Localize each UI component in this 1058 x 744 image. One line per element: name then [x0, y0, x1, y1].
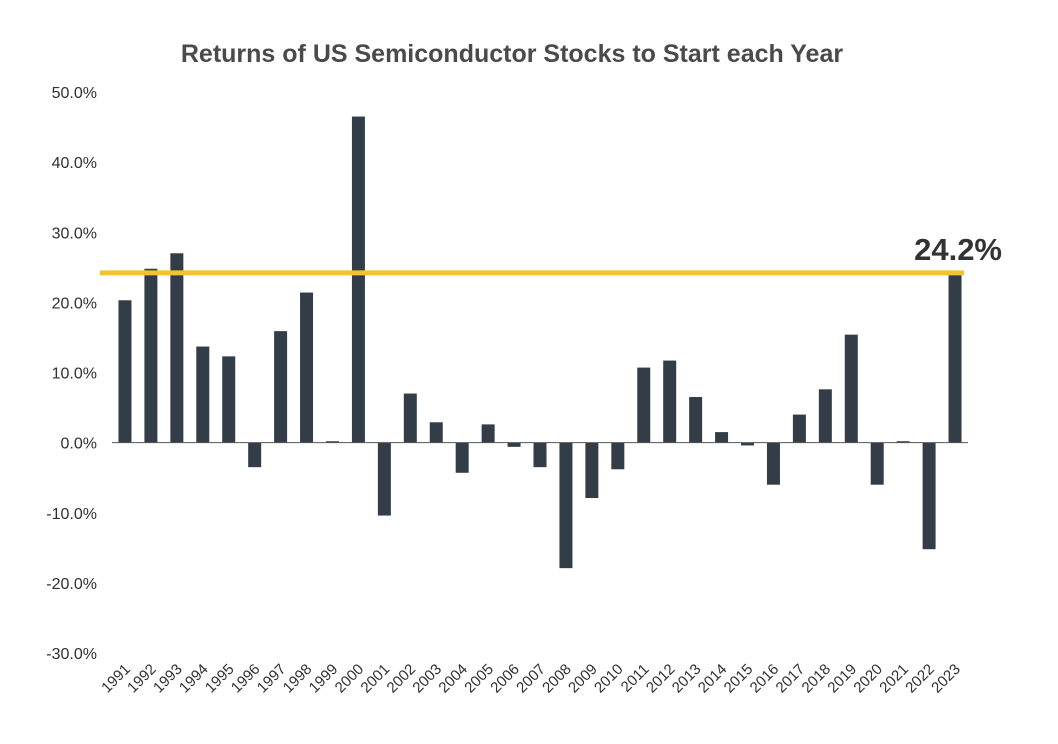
x-tick-label: 1993	[150, 661, 186, 697]
bar-1994	[196, 346, 210, 443]
bar-series	[118, 116, 962, 569]
y-tick-label: 10.0%	[52, 366, 97, 383]
x-tick-label: 2015	[721, 661, 757, 697]
x-tick-label: 2019	[824, 661, 860, 697]
y-tick-label: -20.0%	[46, 576, 97, 593]
bar-1996	[248, 442, 262, 468]
x-tick-label: 2021	[876, 661, 912, 697]
bar-2018	[818, 389, 832, 443]
bar-1998	[300, 292, 314, 443]
x-tick-label: 1994	[176, 661, 212, 697]
x-tick-label: 1996	[228, 661, 264, 697]
bar-1997	[274, 331, 288, 443]
x-tick-label: 2002	[384, 661, 420, 697]
bar-2000	[351, 116, 365, 443]
x-tick-label: 2005	[461, 661, 497, 697]
bar-1993	[170, 253, 184, 443]
y-tick-label: -10.0%	[46, 506, 97, 523]
y-tick-label: 50.0%	[52, 85, 97, 102]
x-tick-label: 1991	[98, 661, 134, 697]
x-axis: 1991199219931994199519961997199819992000…	[98, 661, 964, 697]
x-tick-label: 1995	[202, 661, 238, 697]
bar-2016	[766, 442, 780, 485]
bar-2009	[585, 442, 599, 499]
bar-2023	[948, 272, 962, 443]
bar-2022	[922, 442, 936, 550]
chart-title: Returns of US Semiconductor Stocks to St…	[181, 40, 843, 68]
reference-line-label: 24.2%	[914, 232, 1002, 267]
bar-1991	[118, 300, 132, 443]
bar-2010	[611, 442, 625, 470]
bar-2013	[689, 397, 703, 443]
x-tick-label: 2011	[618, 661, 653, 696]
y-tick-label: -30.0%	[46, 646, 97, 663]
x-tick-label: 2003	[409, 661, 445, 697]
bar-2005	[481, 424, 495, 443]
bar-2015	[741, 442, 755, 446]
bar-2001	[377, 442, 391, 516]
bar-2014	[715, 432, 729, 443]
x-tick-label: 2016	[747, 661, 783, 697]
x-tick-label: 2013	[669, 661, 705, 697]
bar-1999	[325, 441, 339, 443]
y-axis: 50.0% 40.0% 30.0% 20.0% 10.0% 0.0% -10.0% -20.0…	[46, 85, 97, 663]
bar-2007	[533, 442, 547, 468]
x-tick-label: 2004	[435, 661, 471, 697]
y-tick-label: 20.0%	[52, 295, 97, 312]
x-tick-label: 2018	[799, 661, 835, 697]
bar-1995	[222, 356, 236, 443]
bar-2008	[559, 442, 573, 569]
bar-2004	[455, 442, 469, 473]
bar-2020	[870, 442, 884, 485]
x-tick-label: 2023	[928, 661, 964, 697]
bar-2002	[403, 393, 417, 443]
x-tick-label: 2022	[902, 661, 938, 697]
x-tick-label: 2000	[332, 661, 368, 697]
x-tick-label: 2008	[539, 661, 575, 697]
x-tick-label: 2014	[695, 661, 731, 697]
bar-2019	[844, 334, 858, 443]
x-tick-label: 2012	[643, 661, 679, 697]
x-tick-label: 2009	[565, 661, 601, 697]
y-tick-label: 0.0%	[61, 436, 97, 453]
bar-2003	[429, 422, 443, 443]
bar-2011	[637, 367, 651, 443]
x-tick-label: 2001	[358, 661, 394, 697]
x-tick-label: 1992	[124, 661, 160, 697]
x-tick-label: 2006	[487, 661, 523, 697]
x-tick-label: 1997	[254, 661, 290, 697]
x-tick-label: 1999	[306, 661, 342, 697]
y-tick-label: 40.0%	[52, 155, 97, 172]
x-tick-label: 2007	[513, 661, 549, 697]
bar-2012	[663, 360, 677, 443]
bar-1992	[144, 268, 158, 443]
x-tick-label: 2017	[773, 661, 809, 697]
bar-2017	[792, 414, 806, 443]
x-tick-label: 2020	[850, 661, 886, 697]
x-tick-label: 1998	[280, 661, 316, 697]
bar-2006	[507, 442, 521, 447]
y-tick-label: 30.0%	[52, 225, 97, 242]
bar-2021	[896, 441, 910, 443]
x-tick-label: 2010	[591, 661, 627, 697]
